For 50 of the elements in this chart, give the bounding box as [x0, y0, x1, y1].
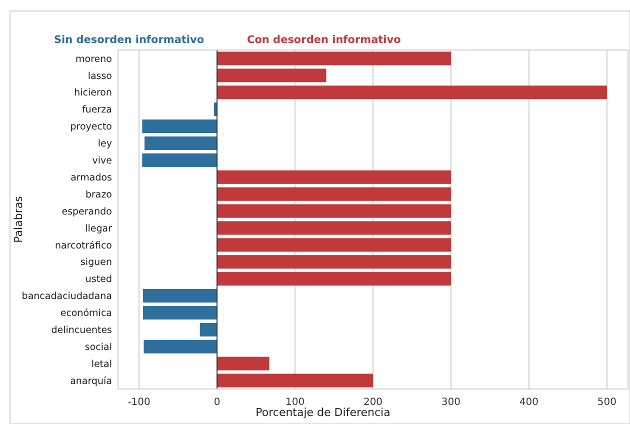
- y-tick-label: armados: [70, 172, 112, 184]
- bar: [200, 322, 218, 336]
- x-tick-label: 500: [597, 397, 616, 408]
- bar: [217, 374, 373, 388]
- bar: [217, 204, 451, 218]
- bar: [142, 288, 218, 303]
- y-tick-label: bancadaciudadana: [22, 291, 112, 302]
- bar: [217, 170, 451, 184]
- y-tick-label: hicieron: [74, 88, 112, 99]
- y-tick-label: narcotráfico: [54, 240, 112, 252]
- y-tick-label: anarquía: [70, 376, 112, 387]
- bar: [217, 52, 451, 66]
- bar: [217, 68, 326, 82]
- x-tick-label: 0: [214, 397, 220, 408]
- x-tick-label: -100: [128, 397, 150, 408]
- bar: [142, 306, 218, 320]
- x-tick-label: 400: [519, 397, 539, 408]
- y-tick-label: esperando: [62, 206, 112, 218]
- bar: [217, 255, 451, 269]
- y-tick-label: brazo: [85, 189, 112, 200]
- y-tick-label: letal: [91, 358, 112, 370]
- bar: [217, 221, 451, 235]
- bar: [142, 153, 218, 167]
- y-tick-label: económica: [60, 308, 112, 320]
- bar: [217, 86, 607, 100]
- bar: [217, 187, 451, 201]
- text: Sin desorden informativo: [54, 34, 204, 46]
- x-axis-title: Porcentaje de Diferencia: [256, 406, 390, 419]
- y-tick-label: proyecto: [70, 122, 112, 133]
- y-tick-label: vive: [92, 156, 112, 166]
- y-tick-label: fuerza: [82, 104, 112, 116]
- bar: [142, 119, 218, 134]
- y-tick-label: ley: [98, 138, 112, 150]
- y-axis-title: Palabras: [12, 196, 25, 243]
- bar: [217, 238, 451, 252]
- bar: [144, 340, 218, 354]
- y-tick-label: moreno: [76, 54, 112, 65]
- y-tick-label: usted: [85, 274, 112, 286]
- y-tick-label: siguen: [80, 257, 112, 268]
- bar: [217, 272, 451, 286]
- x-tick-label: 100: [285, 397, 305, 408]
- bar: [144, 136, 218, 150]
- y-tick-label: lasso: [88, 70, 112, 82]
- x-tick-label: 300: [441, 397, 461, 408]
- series-label: Con desorden informativo: [247, 34, 401, 46]
- x-tick-label: 200: [363, 397, 383, 408]
- y-tick-label: delincuentes: [51, 325, 112, 336]
- y-tick-label: llegar: [85, 223, 112, 234]
- y-tick-label: social: [84, 342, 112, 353]
- bar: [217, 356, 270, 370]
